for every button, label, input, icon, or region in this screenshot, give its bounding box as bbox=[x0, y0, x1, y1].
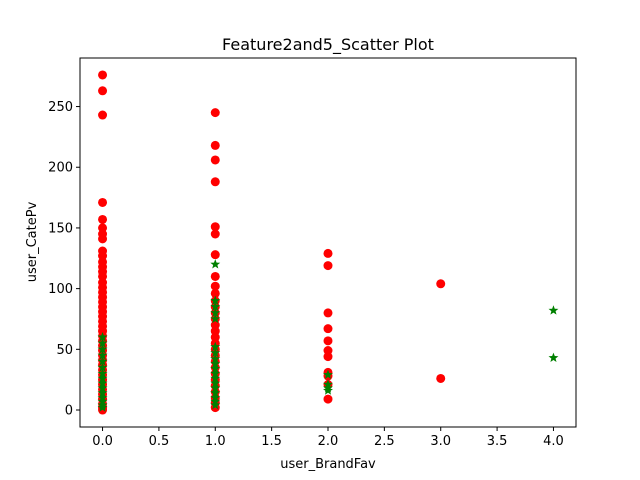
data-point-star bbox=[97, 387, 108, 398]
data-point-circle bbox=[98, 197, 108, 207]
data-point-star bbox=[210, 399, 221, 410]
data-point-circle bbox=[210, 281, 220, 291]
data-point-circle bbox=[210, 140, 220, 150]
data-point-star bbox=[210, 295, 221, 305]
x-tick-label: 0.5 bbox=[149, 434, 170, 449]
y-axis-ticks: 0 50 100 150 200 250 bbox=[48, 100, 80, 419]
x-tick-label: 1.0 bbox=[205, 434, 226, 449]
data-point-star bbox=[210, 301, 221, 312]
data-point-star bbox=[97, 338, 108, 348]
data-point-star bbox=[97, 344, 108, 354]
data-point-star bbox=[97, 368, 108, 378]
data-point-star bbox=[210, 363, 221, 373]
data-point-circle bbox=[210, 108, 220, 118]
data-point-circle bbox=[323, 261, 333, 271]
data-point-circle bbox=[98, 86, 108, 96]
y-tick-label: 0 bbox=[65, 404, 73, 419]
data-point-star bbox=[97, 402, 108, 412]
data-point-circle bbox=[210, 222, 220, 232]
data-point-star bbox=[97, 378, 108, 388]
y-tick-label: 150 bbox=[48, 221, 73, 236]
data-point-star bbox=[97, 373, 108, 383]
data-point-circle bbox=[323, 248, 333, 258]
data-point-circle bbox=[210, 288, 220, 298]
data-point-circle bbox=[210, 271, 220, 281]
data-point-star bbox=[97, 331, 108, 342]
data-point-star bbox=[97, 356, 108, 366]
x-tick-label: 2.0 bbox=[318, 434, 339, 449]
data-point-circle bbox=[210, 229, 220, 239]
x-tick-label: 3.0 bbox=[430, 434, 451, 449]
data-point-star bbox=[210, 368, 221, 378]
data-point-star bbox=[548, 352, 559, 363]
x-tick-label: 3.5 bbox=[487, 434, 508, 449]
data-point-star bbox=[97, 382, 108, 393]
data-point-circle bbox=[210, 155, 220, 165]
data-point-circle bbox=[323, 308, 333, 318]
data-point-star bbox=[210, 259, 221, 269]
data-point-star bbox=[210, 387, 221, 398]
data-point-star bbox=[97, 362, 108, 372]
data-point-circle bbox=[210, 177, 220, 187]
x-axis-label: user_BrandFav bbox=[280, 457, 376, 472]
data-point-star bbox=[210, 373, 221, 383]
data-point-circle bbox=[323, 324, 333, 334]
data-point-circle bbox=[323, 394, 333, 404]
y-tick-label: 50 bbox=[56, 343, 73, 358]
data-point-star bbox=[548, 305, 559, 315]
data-point-star bbox=[210, 353, 221, 364]
x-tick-label: 2.5 bbox=[374, 434, 395, 449]
series-2 bbox=[97, 259, 559, 412]
data-point-circle bbox=[323, 352, 333, 362]
chart-title: Feature2and5_Scatter Plot bbox=[222, 35, 434, 55]
y-tick-label: 250 bbox=[48, 100, 73, 115]
data-point-star bbox=[210, 313, 221, 324]
data-point-star bbox=[210, 378, 221, 388]
data-point-star bbox=[210, 341, 221, 352]
data-point-star bbox=[323, 385, 333, 395]
data-point-star bbox=[210, 347, 221, 358]
data-point-circle bbox=[98, 70, 108, 80]
y-tick-label: 100 bbox=[48, 282, 73, 297]
x-tick-label: 1.5 bbox=[261, 434, 282, 449]
data-point-star bbox=[210, 382, 221, 393]
data-point-star bbox=[323, 369, 333, 380]
data-point-star bbox=[210, 307, 221, 318]
series-1 bbox=[98, 70, 446, 415]
data-point-star bbox=[97, 350, 108, 360]
data-point-star bbox=[210, 358, 221, 369]
data-point-circle bbox=[436, 279, 446, 289]
x-axis-ticks: 0.0 0.5 1.0 1.5 2.0 2.5 3.0 3.5 4.0 bbox=[92, 427, 564, 449]
data-point-circle bbox=[98, 110, 108, 120]
data-point-circle bbox=[98, 234, 108, 244]
x-tick-label: 4.0 bbox=[543, 434, 564, 449]
y-tick-label: 200 bbox=[48, 161, 73, 176]
data-point-circle bbox=[436, 373, 446, 383]
data-point-circle bbox=[323, 336, 333, 346]
y-axis-label: user_CatePv bbox=[25, 201, 40, 282]
data-point-circle bbox=[98, 214, 108, 224]
x-tick-label: 0.0 bbox=[92, 434, 113, 449]
points-layer bbox=[97, 70, 559, 415]
data-point-circle bbox=[210, 250, 220, 260]
